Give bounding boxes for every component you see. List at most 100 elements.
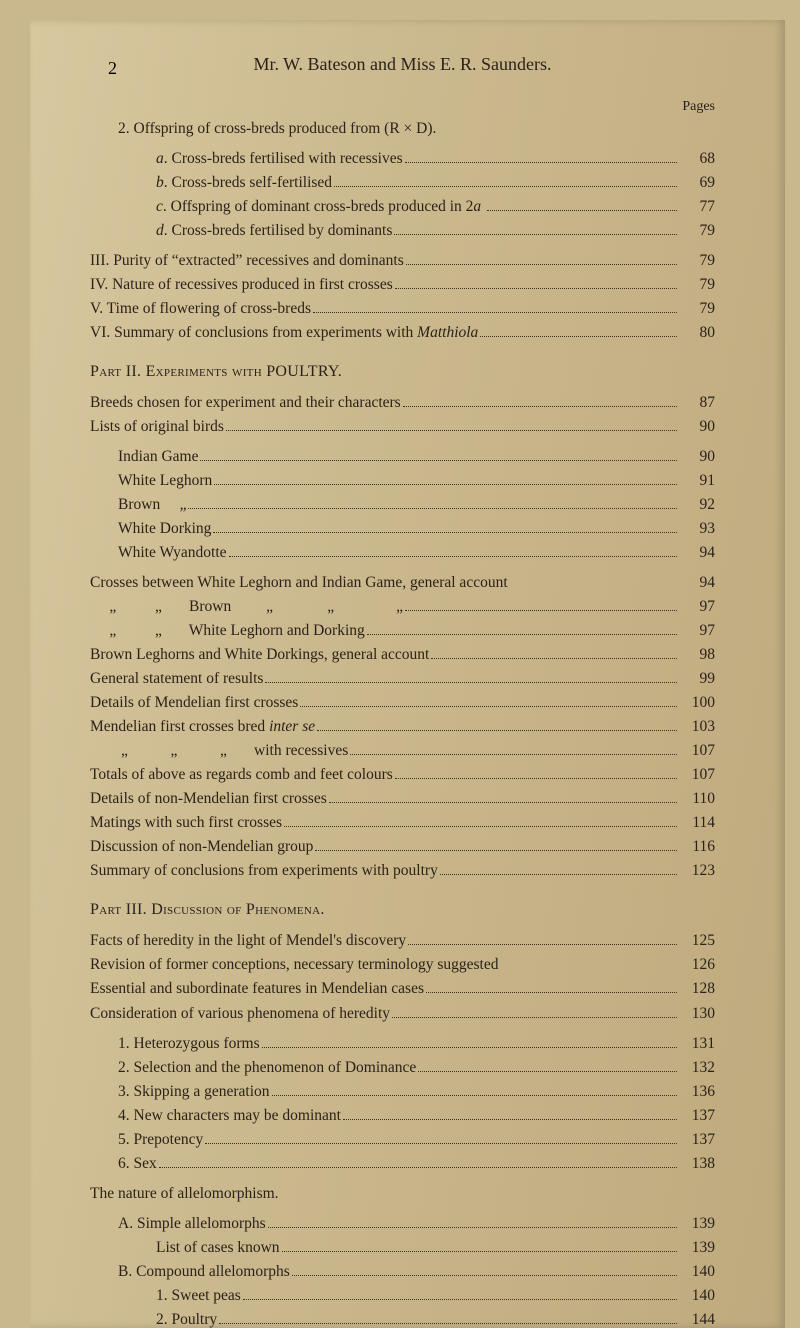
toc-line: a. Cross-breds fertilised with recessive… xyxy=(90,147,715,171)
toc-line: 2. Poultry 144 xyxy=(90,1308,715,1328)
toc-block-2: Breeds chosen for experiment and their c… xyxy=(90,391,715,883)
toc-page-number: 69 xyxy=(681,171,715,195)
leader-dots xyxy=(229,545,677,557)
toc-label: b. Cross-breds self-fertilised xyxy=(156,171,332,195)
toc-page-number: 137 xyxy=(681,1128,715,1152)
toc-label: 2. Poultry xyxy=(156,1308,217,1328)
toc-label: „ „ White Leghorn and Dorking xyxy=(90,619,365,643)
toc-page-number: 79 xyxy=(681,273,715,297)
toc-label: 2. Offspring of cross-breds produced fro… xyxy=(118,117,436,141)
leader-dots xyxy=(219,1312,677,1324)
toc-label: 1. Sweet peas xyxy=(156,1284,241,1308)
toc-line: Discussion of non-Mendelian group116 xyxy=(90,835,715,859)
toc-page-number: 138 xyxy=(681,1152,715,1176)
toc-line: White Leghorn 91 xyxy=(90,469,715,493)
leader-dots xyxy=(272,1084,677,1096)
toc-label: Breeds chosen for experiment and their c… xyxy=(90,391,401,415)
toc-page-number: 90 xyxy=(681,415,715,439)
toc-label: 3. Skipping a generation xyxy=(118,1080,270,1104)
toc-page-number: 132 xyxy=(681,1056,715,1080)
leader-dots xyxy=(367,623,677,635)
toc-line: Details of non-Mendelian first crosses11… xyxy=(90,787,715,811)
leader-dots xyxy=(343,1108,677,1120)
toc-page-number: 144 xyxy=(681,1308,715,1328)
toc-label: IV. Nature of recessives produced in fir… xyxy=(90,273,393,297)
toc-label: 5. Prepotency xyxy=(118,1128,203,1152)
toc-page-number: 136 xyxy=(681,1080,715,1104)
toc-page-number: 130 xyxy=(681,1002,715,1026)
toc-line: „ „ White Leghorn and Dorking97 xyxy=(90,619,715,643)
page-number: 2 xyxy=(108,58,117,79)
toc-page-number: 79 xyxy=(681,219,715,243)
part-2-heading: Part II. Experiments with POULTRY. xyxy=(90,363,715,381)
running-head: Mr. W. Bateson and Miss E. R. Saunders. xyxy=(90,54,715,75)
toc-line: 6. Sex138 xyxy=(90,1152,715,1176)
toc-line: The nature of allelomorphism. xyxy=(90,1182,715,1206)
toc-line: d. Cross-breds fertilised by dominants79 xyxy=(90,219,715,243)
toc-line: Revision of former conceptions, necessar… xyxy=(90,953,715,977)
toc-line: Summary of conclusions from experiments … xyxy=(90,859,715,883)
leader-dots xyxy=(262,1036,677,1048)
toc-label: White Leghorn xyxy=(118,469,212,493)
leader-dots xyxy=(205,1132,677,1144)
leader-dots xyxy=(292,1264,677,1276)
toc-page-number: 139 xyxy=(681,1212,715,1236)
toc-page-number: 114 xyxy=(681,811,715,835)
toc-label: „ „ „ with recessives xyxy=(90,739,348,763)
toc-line: Facts of heredity in the light of Mendel… xyxy=(90,929,715,953)
toc-label: General statement of results xyxy=(90,667,263,691)
pages-column-label: Pages xyxy=(90,99,715,115)
leader-dots xyxy=(200,449,677,461)
toc-line: 1. Sweet peas140 xyxy=(90,1284,715,1308)
toc-page-number: 94 xyxy=(681,541,715,565)
toc-line: Indian Game90 xyxy=(90,445,715,469)
toc-label: III. Purity of “extracted” recessives an… xyxy=(90,249,404,273)
toc-label: 4. New characters may be dominant xyxy=(118,1104,341,1128)
toc-page-number: 68 xyxy=(681,147,715,171)
toc-label: Mendelian first crosses bred inter se xyxy=(90,715,315,739)
toc-page-number: 128 xyxy=(681,977,715,1001)
leader-dots xyxy=(268,1216,677,1228)
leader-dots xyxy=(431,647,677,659)
leader-dots xyxy=(406,253,677,265)
toc-line: Brown Leghorns and White Dorkings, gener… xyxy=(90,643,715,667)
toc-label: Brown Leghorns and White Dorkings, gener… xyxy=(90,643,429,667)
toc-label: List of cases known xyxy=(156,1236,280,1260)
toc-label: Details of Mendelian first crosses xyxy=(90,691,298,715)
leader-dots xyxy=(334,175,677,187)
leader-dots xyxy=(426,982,677,994)
toc-line: Essential and subordinate features in Me… xyxy=(90,977,715,1001)
toc-line: White Wyandotte94 xyxy=(90,541,715,565)
toc-label: Totals of above as regards comb and feet… xyxy=(90,763,393,787)
leader-dots xyxy=(395,768,677,780)
leader-dots xyxy=(213,521,677,533)
toc-line: 2. Offspring of cross-breds produced fro… xyxy=(90,117,715,141)
toc-label: Indian Game xyxy=(118,445,198,469)
leader-dots xyxy=(188,497,677,509)
toc-label: B. Compound allelomorphs xyxy=(118,1260,290,1284)
toc-page-number: 99 xyxy=(681,667,715,691)
toc-line: List of cases known139 xyxy=(90,1236,715,1260)
leader-dots xyxy=(440,864,677,876)
toc-page-number: 116 xyxy=(681,835,715,859)
toc-label: V. Time of flowering of cross-breds xyxy=(90,297,311,321)
toc-line: 3. Skipping a generation 136 xyxy=(90,1080,715,1104)
toc-page-number: 91 xyxy=(681,469,715,493)
page-sheet: 2 Mr. W. Bateson and Miss E. R. Saunders… xyxy=(30,20,785,1328)
toc-label: Summary of conclusions from experiments … xyxy=(90,859,438,883)
toc-page-number: 107 xyxy=(681,739,715,763)
leader-dots xyxy=(226,419,677,431)
toc-page-number: 97 xyxy=(681,595,715,619)
toc-page-number: 100 xyxy=(681,691,715,715)
toc-label: The nature of allelomorphism. xyxy=(90,1182,279,1206)
toc-page-number: 93 xyxy=(681,517,715,541)
toc-label: Facts of heredity in the light of Mendel… xyxy=(90,929,406,953)
toc-line: III. Purity of “extracted” recessives an… xyxy=(90,249,715,273)
toc-line: Details of Mendelian first crosses 100 xyxy=(90,691,715,715)
toc-label: c. Offspring of dominant cross-breds pro… xyxy=(156,195,485,219)
toc-page-number: 131 xyxy=(681,1032,715,1056)
leader-dots xyxy=(329,792,677,804)
toc-block-3: Facts of heredity in the light of Mendel… xyxy=(90,929,715,1328)
leader-dots xyxy=(487,199,677,211)
toc-line: 1. Heterozygous forms131 xyxy=(90,1032,715,1056)
